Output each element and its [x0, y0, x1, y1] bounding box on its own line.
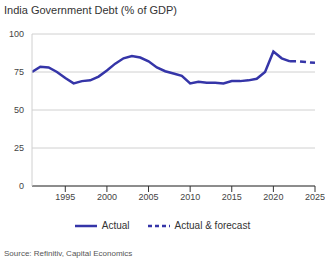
svg-text:50: 50 — [14, 105, 24, 115]
svg-text:0: 0 — [19, 181, 24, 191]
svg-text:2010: 2010 — [180, 192, 200, 202]
svg-text:75: 75 — [14, 67, 24, 77]
svg-text:25: 25 — [14, 143, 24, 153]
svg-text:100: 100 — [9, 29, 24, 39]
svg-text:2005: 2005 — [139, 192, 159, 202]
svg-text:2015: 2015 — [222, 192, 242, 202]
html-text:Actual & forecast: Actual & forecast — [174, 220, 251, 231]
svg-text:2020: 2020 — [263, 192, 283, 202]
html-text:Source: Refinitiv, Capital Eco: Source: Refinitiv, Capital Economics — [4, 249, 133, 258]
html-text:Actual: Actual — [101, 220, 130, 231]
svg-text:2000: 2000 — [97, 192, 117, 202]
html-text:India Government Debt (% of GD: India Government Debt (% of GDP) — [4, 4, 177, 16]
svg-text:2025: 2025 — [305, 192, 317, 202]
svg-text:1995: 1995 — [55, 192, 75, 202]
